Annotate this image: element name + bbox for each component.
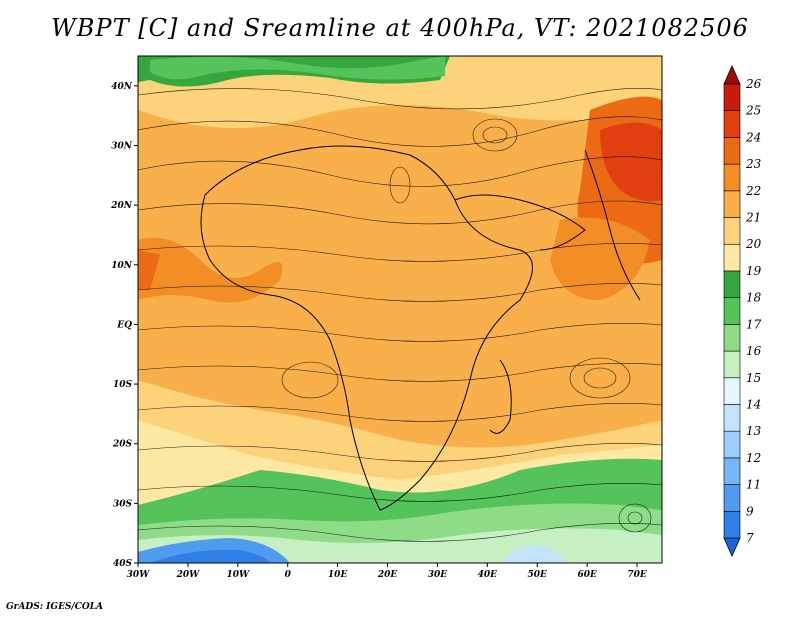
- colorbar-label: 11: [746, 478, 761, 492]
- x-tick-label: 50E: [528, 570, 548, 580]
- y-tick-label: 20S: [112, 440, 133, 450]
- wbpt-field: [138, 56, 662, 563]
- colorbar-segment: [723, 243, 741, 272]
- y-tick-label: 20N: [110, 201, 133, 211]
- colorbar-segment: [723, 110, 741, 138]
- colorbar-label: 22: [745, 184, 761, 198]
- colorbar-segment: [723, 350, 741, 379]
- chart-title: WBPT [C] and Sreamline at 400hPa, VT: 20…: [51, 14, 749, 42]
- colorbar-label: 18: [746, 291, 762, 305]
- x-tick-label: 60E: [577, 570, 597, 580]
- colorbar-extend-min: [723, 537, 741, 557]
- colorbar-segment: [723, 83, 741, 112]
- colorbar-label: 21: [745, 211, 761, 225]
- y-tick-label: 40S: [113, 559, 133, 569]
- colorbar-label: 14: [746, 397, 761, 411]
- x-tick-label: 10W: [226, 570, 250, 580]
- colorbar-segment: [723, 190, 741, 218]
- x-tick-label: 30E: [428, 570, 448, 580]
- footer-credit: GrADS: IGES/COLA: [6, 602, 104, 612]
- x-tick-label: 0: [285, 570, 292, 580]
- colorbar-segment: [723, 270, 741, 298]
- colorbar-segment: [723, 217, 741, 245]
- colorbar-segment: [723, 510, 741, 539]
- colorbar: 7 9 11 12 13 14 15 16 17 18 19 20 21 22 23 24 25 26: [723, 65, 762, 557]
- x-tick-label: 40E: [478, 570, 498, 580]
- colorbar-segment: [723, 137, 741, 165]
- colorbar-segment: [723, 404, 741, 432]
- coastlines: [200, 145, 641, 511]
- y-tick-label: 30S: [113, 499, 133, 509]
- colorbar-label: 16: [746, 344, 762, 358]
- x-axis: 30W 20W 10W 0 10E 20E 30E 40E 50E 60E 70E: [127, 563, 647, 580]
- y-tick-label: EQ: [116, 320, 132, 330]
- colorbar-label: 17: [746, 317, 762, 331]
- x-tick-label: 20E: [377, 570, 398, 580]
- colorbar-label: 25: [745, 104, 761, 118]
- colorbar-label: 9: [746, 504, 754, 518]
- colorbar-segment: [723, 324, 741, 352]
- y-tick-label: 40N: [111, 82, 133, 92]
- x-tick-label: 70E: [627, 570, 647, 580]
- y-tick-label: 10N: [111, 261, 133, 271]
- colorbar-label: 7: [746, 531, 754, 545]
- colorbar-segment: [723, 297, 741, 325]
- x-tick-label: 10E: [328, 570, 348, 580]
- colorbar-segment: [723, 484, 741, 512]
- colorbar-segment: [723, 377, 741, 405]
- streamlines: [138, 88, 662, 542]
- y-axis: 40N 30N 20N 10N EQ 10S 20S 30S 40S: [110, 82, 138, 569]
- colorbar-segment: [723, 430, 741, 459]
- y-tick-label: 30N: [111, 141, 133, 151]
- colorbar-label: 13: [746, 424, 762, 438]
- colorbar-segment: [723, 163, 741, 192]
- colorbar-segment: [723, 457, 741, 485]
- colorbar-label: 12: [746, 451, 761, 465]
- colorbar-label: 24: [745, 130, 761, 144]
- colorbar-label: 26: [745, 77, 762, 91]
- y-tick-label: 10S: [113, 380, 133, 390]
- colorbar-label: 20: [745, 237, 762, 251]
- x-tick-label: 30W: [127, 570, 151, 580]
- colorbar-label: 15: [746, 371, 761, 385]
- plot-frame: [137, 55, 663, 564]
- colorbar-label: 19: [746, 264, 762, 278]
- colorbar-label: 23: [745, 157, 762, 171]
- x-tick-label: 20W: [176, 570, 201, 580]
- colorbar-extend-max: [723, 65, 741, 85]
